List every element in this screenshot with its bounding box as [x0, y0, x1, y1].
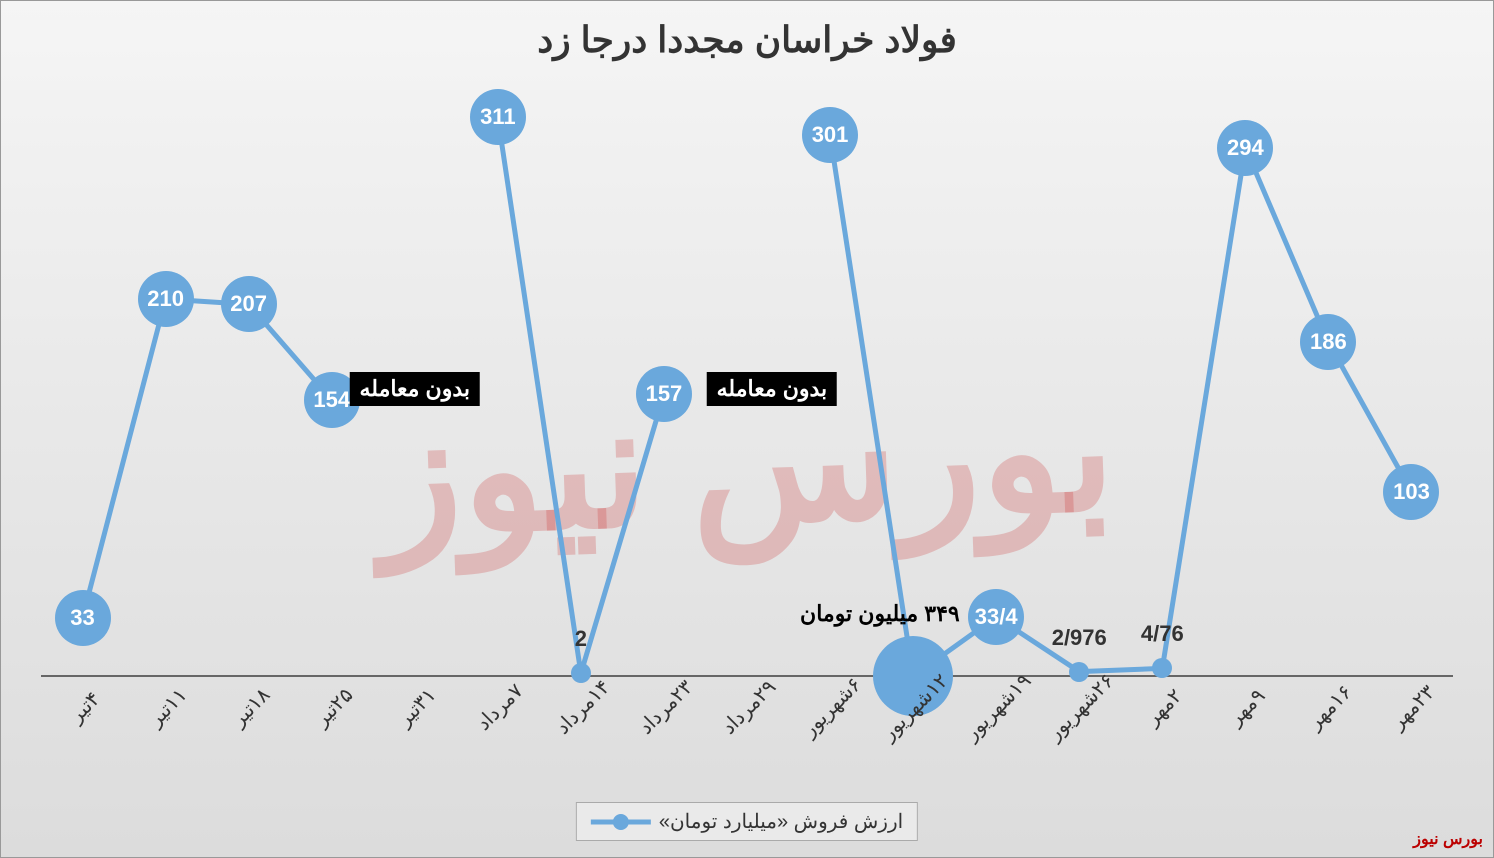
- legend: ارزش فروش «میلیارد تومان»: [576, 802, 918, 841]
- x-tick: ۲۳مهر: [1386, 680, 1441, 735]
- legend-marker-icon: [591, 812, 651, 832]
- data-marker: [571, 663, 591, 683]
- chart-title: فولاد خراسان مجددا درجا زد: [1, 1, 1493, 71]
- x-tick: ۲۹مرداد: [716, 675, 781, 740]
- x-tick: ۱۱تیر: [143, 683, 192, 732]
- x-axis: [41, 675, 1453, 677]
- data-label: 207: [230, 291, 267, 317]
- data-label: 301: [812, 122, 849, 148]
- data-label: 33/4: [975, 604, 1018, 630]
- x-tick: ۲۳مرداد: [633, 675, 698, 740]
- annotation: بدون معامله: [349, 372, 480, 406]
- data-marker: [1069, 662, 1089, 682]
- data-marker: [1152, 658, 1172, 678]
- data-label: 4/76: [1141, 622, 1184, 648]
- data-label: 157: [646, 381, 683, 407]
- plot-area: 33 210 207 154 311 2 157 301 33/4 2/976 4/76 294 186…: [41, 101, 1453, 677]
- x-tick: ۶شهریور: [797, 672, 867, 742]
- data-label: 103: [1393, 479, 1430, 505]
- data-label: 186: [1310, 329, 1347, 355]
- x-tick: ۱۸تیر: [226, 683, 275, 732]
- chart-container: فولاد خراسان مجددا درجا زد بورس نیوز 33 2…: [0, 0, 1494, 858]
- x-tick: ۱۹شهریور: [959, 668, 1036, 745]
- data-label: 210: [147, 286, 184, 312]
- x-tick: ۹مهر: [1224, 683, 1271, 730]
- x-tick: ۷مرداد: [471, 678, 528, 735]
- x-tick: ۲۵تیر: [309, 683, 358, 732]
- x-tick: ۱۴مرداد: [550, 675, 615, 740]
- legend-label: ارزش فروش «میلیارد تومان»: [659, 809, 903, 834]
- data-label: 311: [480, 104, 516, 130]
- annotation: ۳۴۹ میلیون تومان: [790, 597, 970, 631]
- x-tick: ۳۱تیر: [392, 683, 441, 732]
- data-label: 154: [313, 387, 350, 413]
- data-label: 33: [70, 605, 94, 631]
- data-label: 294: [1227, 135, 1264, 161]
- x-tick: ۱۶مهر: [1303, 680, 1358, 735]
- x-tick: ۴تیر: [64, 686, 105, 727]
- data-label: 2: [575, 627, 587, 653]
- annotation: بدون معامله: [707, 372, 838, 406]
- data-label: 2/976: [1052, 625, 1107, 651]
- x-tick: ۲مهر: [1140, 683, 1187, 730]
- source-credit: بورس نیوز: [1413, 829, 1483, 849]
